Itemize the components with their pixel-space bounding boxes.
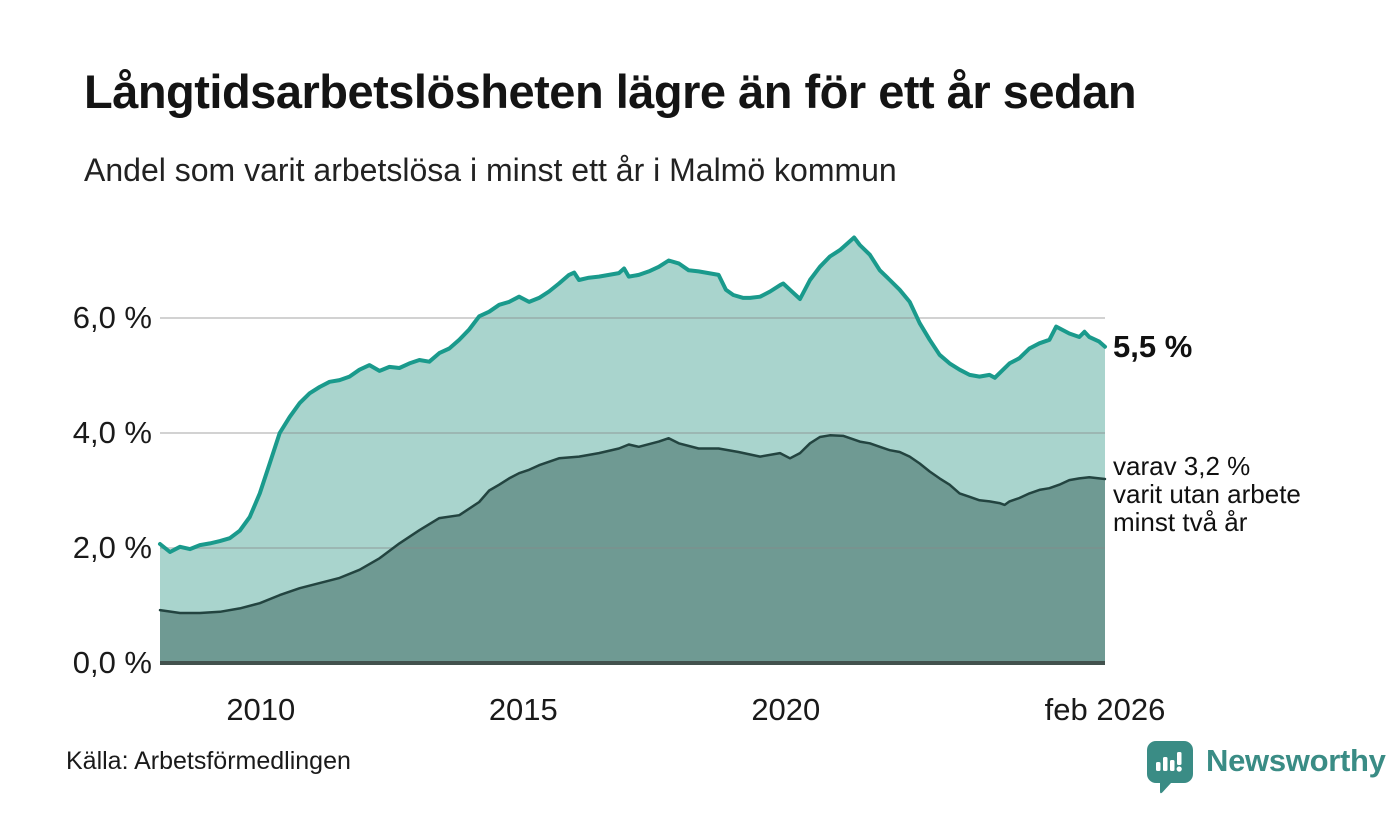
brand-logo: Newsworthy — [1146, 740, 1386, 796]
y-axis-tick-0: 0,0 % — [72, 645, 152, 680]
brand-name: Newsworthy — [1206, 743, 1386, 778]
x-axis-tick-feb-2026: feb 2026 — [1044, 692, 1166, 727]
y-axis-tick-4: 4,0 % — [72, 414, 152, 450]
newsworthy-bubble-icon — [1147, 741, 1193, 794]
x-axis-tick-2010: 2010 — [226, 692, 296, 727]
x-axis-tick-2020: 2020 — [751, 692, 821, 727]
area-fill-unemployed-at-least-two-years — [160, 435, 1105, 663]
x-axis-tick-2015: 2015 — [488, 692, 558, 727]
page-subtitle: Andel som varit arbetslösa i minst ett å… — [84, 152, 897, 188]
y-axis-tick-6: 6,0 % — [72, 299, 152, 335]
bar-chart-glyph — [1156, 752, 1182, 772]
line-unemployed-at-least-two-years — [158, 434, 1107, 615]
line-unemployed-at-least-one-year — [158, 235, 1107, 554]
y-axis-tick-2: 2,0 % — [72, 529, 152, 565]
latest-value-label: 5,5 % — [1113, 328, 1193, 364]
two-year-share-label: varav 3,2 % varit utan arbete minst två … — [1113, 450, 1301, 537]
page-title: Långtidsarbetslösheten lägre än för ett … — [84, 65, 1137, 118]
source-note: Källa: Arbetsförmedlingen — [66, 747, 351, 775]
